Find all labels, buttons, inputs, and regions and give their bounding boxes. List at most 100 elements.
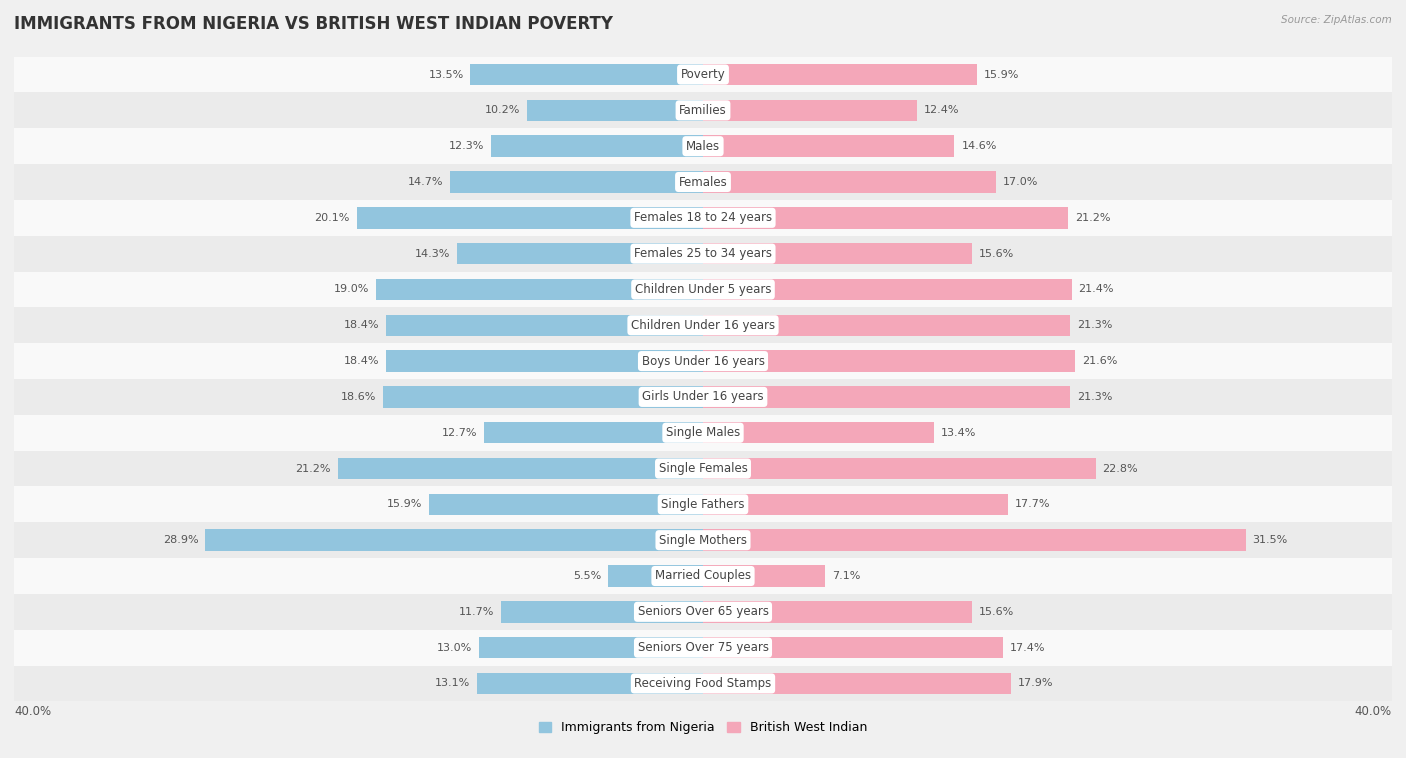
Bar [703,601,972,622]
Text: 12.3%: 12.3% [449,141,484,151]
Bar [703,207,1069,229]
Bar [357,207,703,229]
Text: 15.6%: 15.6% [979,607,1014,617]
Text: 13.5%: 13.5% [429,70,464,80]
Text: 17.0%: 17.0% [1002,177,1038,187]
Bar [14,415,1392,451]
Text: 15.9%: 15.9% [387,500,422,509]
Bar [479,637,703,659]
Text: 14.6%: 14.6% [962,141,997,151]
Bar [429,493,703,515]
Text: 18.6%: 18.6% [340,392,375,402]
Bar [450,171,703,193]
Bar [484,422,703,443]
Bar [703,565,825,587]
Bar [703,315,1070,336]
Text: 13.1%: 13.1% [436,678,471,688]
Text: 21.2%: 21.2% [295,464,330,474]
Text: Single Mothers: Single Mothers [659,534,747,547]
Bar [375,279,703,300]
Text: 21.3%: 21.3% [1077,392,1112,402]
Text: Females 25 to 34 years: Females 25 to 34 years [634,247,772,260]
Text: 18.4%: 18.4% [343,356,380,366]
Text: 21.3%: 21.3% [1077,321,1112,330]
Bar [609,565,703,587]
Bar [14,57,1392,92]
Text: 11.7%: 11.7% [460,607,495,617]
Bar [703,637,1002,659]
Bar [703,422,934,443]
Bar [14,236,1392,271]
Text: 17.4%: 17.4% [1010,643,1045,653]
Bar [703,99,917,121]
Bar [387,315,703,336]
Text: Single Females: Single Females [658,462,748,475]
Text: 13.4%: 13.4% [941,428,976,437]
Text: 10.2%: 10.2% [485,105,520,115]
Text: Single Fathers: Single Fathers [661,498,745,511]
Bar [14,451,1392,487]
Bar [14,522,1392,558]
Text: 21.2%: 21.2% [1076,213,1111,223]
Text: Receiving Food Stamps: Receiving Food Stamps [634,677,772,690]
Text: 18.4%: 18.4% [343,321,380,330]
Bar [14,271,1392,307]
Bar [471,64,703,86]
Bar [14,92,1392,128]
Bar [14,558,1392,594]
Text: 28.9%: 28.9% [163,535,198,545]
Bar [502,601,703,622]
Bar [457,243,703,265]
Text: 12.7%: 12.7% [441,428,478,437]
Text: 20.1%: 20.1% [315,213,350,223]
Bar [387,350,703,372]
Bar [703,386,1070,408]
Text: 17.9%: 17.9% [1018,678,1053,688]
Bar [14,200,1392,236]
Text: 5.5%: 5.5% [574,571,602,581]
Bar [703,279,1071,300]
Text: 12.4%: 12.4% [924,105,959,115]
Text: 15.6%: 15.6% [979,249,1014,258]
Text: 21.4%: 21.4% [1078,284,1114,294]
Bar [703,529,1246,551]
Bar [703,350,1076,372]
Text: Poverty: Poverty [681,68,725,81]
Text: Males: Males [686,139,720,152]
Text: 21.6%: 21.6% [1083,356,1118,366]
Text: IMMIGRANTS FROM NIGERIA VS BRITISH WEST INDIAN POVERTY: IMMIGRANTS FROM NIGERIA VS BRITISH WEST … [14,15,613,33]
Text: Boys Under 16 years: Boys Under 16 years [641,355,765,368]
Text: Single Males: Single Males [666,426,740,439]
Bar [703,458,1095,479]
Text: 7.1%: 7.1% [832,571,860,581]
Text: 40.0%: 40.0% [1355,705,1392,718]
Bar [703,64,977,86]
Bar [703,493,1008,515]
Text: Children Under 5 years: Children Under 5 years [634,283,772,296]
Bar [14,594,1392,630]
Bar [14,666,1392,701]
Bar [14,630,1392,666]
Text: 14.7%: 14.7% [408,177,443,187]
Text: 15.9%: 15.9% [984,70,1019,80]
Text: Seniors Over 65 years: Seniors Over 65 years [637,606,769,619]
Bar [205,529,703,551]
Bar [14,343,1392,379]
Text: 31.5%: 31.5% [1253,535,1288,545]
Text: Families: Families [679,104,727,117]
Bar [478,672,703,694]
Bar [527,99,703,121]
Bar [491,136,703,157]
Bar [14,379,1392,415]
Bar [703,136,955,157]
Text: Seniors Over 75 years: Seniors Over 75 years [637,641,769,654]
Text: 14.3%: 14.3% [415,249,450,258]
Text: 13.0%: 13.0% [437,643,472,653]
Bar [14,487,1392,522]
Text: Married Couples: Married Couples [655,569,751,582]
Bar [703,243,972,265]
Bar [703,171,995,193]
Bar [382,386,703,408]
Bar [14,307,1392,343]
Bar [703,672,1011,694]
